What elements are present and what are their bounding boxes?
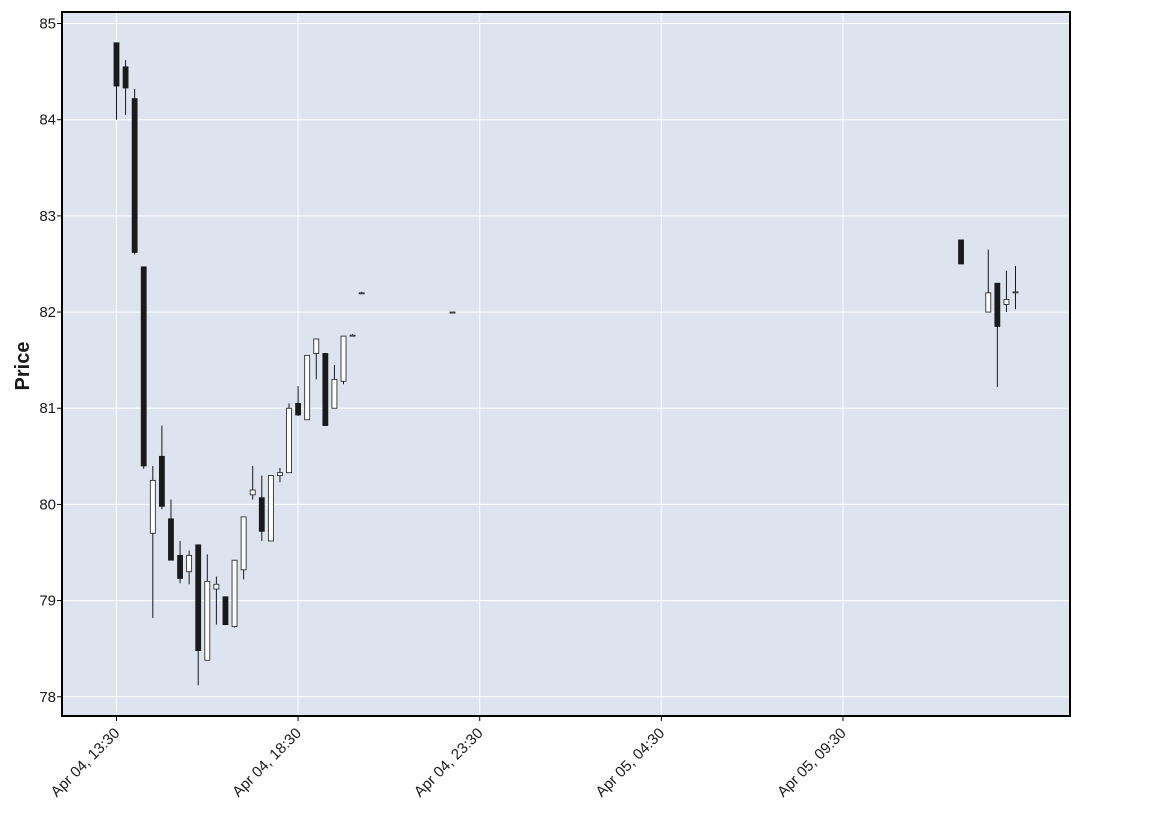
candle-body [240,516,247,571]
candle [277,467,283,483]
candle [222,596,229,626]
y-tick-label: 78 [39,689,56,706]
candle-body [313,338,320,354]
candle [122,60,129,115]
candle [994,282,1001,388]
y-tick-label: 79 [39,593,56,610]
candle-body [258,497,265,532]
candles [113,42,1019,686]
candle [186,550,193,585]
y-tick-label: 84 [39,112,56,129]
candle [1012,265,1019,310]
candle [149,465,156,618]
candle-body [122,66,129,89]
candle-body [168,518,174,561]
candle [231,559,238,628]
x-tick-label: Apr 04, 13:30 [48,725,124,801]
candle-body [340,335,347,382]
candle [349,334,356,337]
y-tick-label: 85 [39,16,56,33]
candle [140,266,147,469]
candle [340,335,347,385]
candle [240,516,247,580]
candle [204,554,211,661]
candle [158,425,165,510]
candle [195,544,202,686]
candle-body [222,596,229,626]
candle-body [295,403,302,416]
candle-body [204,580,211,661]
candle-body [231,559,238,627]
candle-body [277,472,283,476]
candle-body [349,334,356,337]
x-axis-ticks: Apr 04, 13:30 Apr 04, 18:30 Apr 04, 23:30 A… [48,716,850,801]
candle-body [149,479,156,534]
candle-body [249,489,256,496]
candle-body [331,378,338,409]
candle [322,353,329,426]
candle-body [195,544,202,652]
candle [985,249,992,313]
candle [113,42,120,120]
candle-body [322,353,329,426]
candle [295,386,302,416]
candle [304,354,311,421]
candle-body [113,42,120,87]
candle [168,499,174,561]
plot-frame [61,11,1071,717]
candle [358,291,365,295]
candle-body [186,554,193,573]
x-tick-label: Apr 05, 09:30 [774,725,850,801]
candle-body [158,455,165,507]
x-tick-label: Apr 04, 18:30 [229,725,305,801]
candle-body [131,98,138,253]
candle-body [267,475,274,542]
y-tick-label: 82 [39,304,56,321]
candle [258,475,265,541]
x-tick-label: Apr 04, 23:30 [411,725,487,801]
candle-body [1012,291,1019,294]
candle [249,465,256,500]
y-tick-label: 81 [39,400,56,417]
candle-body [358,292,365,295]
plot-background [62,12,1070,716]
candle-body [994,282,1001,327]
grid-lines [62,12,1070,716]
candle-body [449,311,456,314]
candle [286,403,292,474]
x-tick-label: Apr 05, 04:30 [592,725,668,801]
candle-body [304,354,311,421]
candle [313,338,320,380]
candle [213,576,220,625]
candle [1003,270,1010,313]
candle-body [140,266,147,467]
candle [267,475,274,542]
candle [131,88,138,255]
candle-body [1003,299,1010,305]
candle-body [985,292,992,313]
y-axis-label: Price [12,342,34,391]
candle [958,239,964,265]
candle-body [958,239,964,265]
y-axis-ticks: 78 79 80 81 82 83 84 85 [39,16,62,706]
candle-body [213,583,220,590]
candle [331,364,338,409]
candle-body [177,554,183,579]
candle-body [286,407,292,474]
candle [449,311,456,314]
candle [177,540,183,584]
y-tick-label: 83 [39,208,56,225]
y-tick-label: 80 [39,496,56,513]
